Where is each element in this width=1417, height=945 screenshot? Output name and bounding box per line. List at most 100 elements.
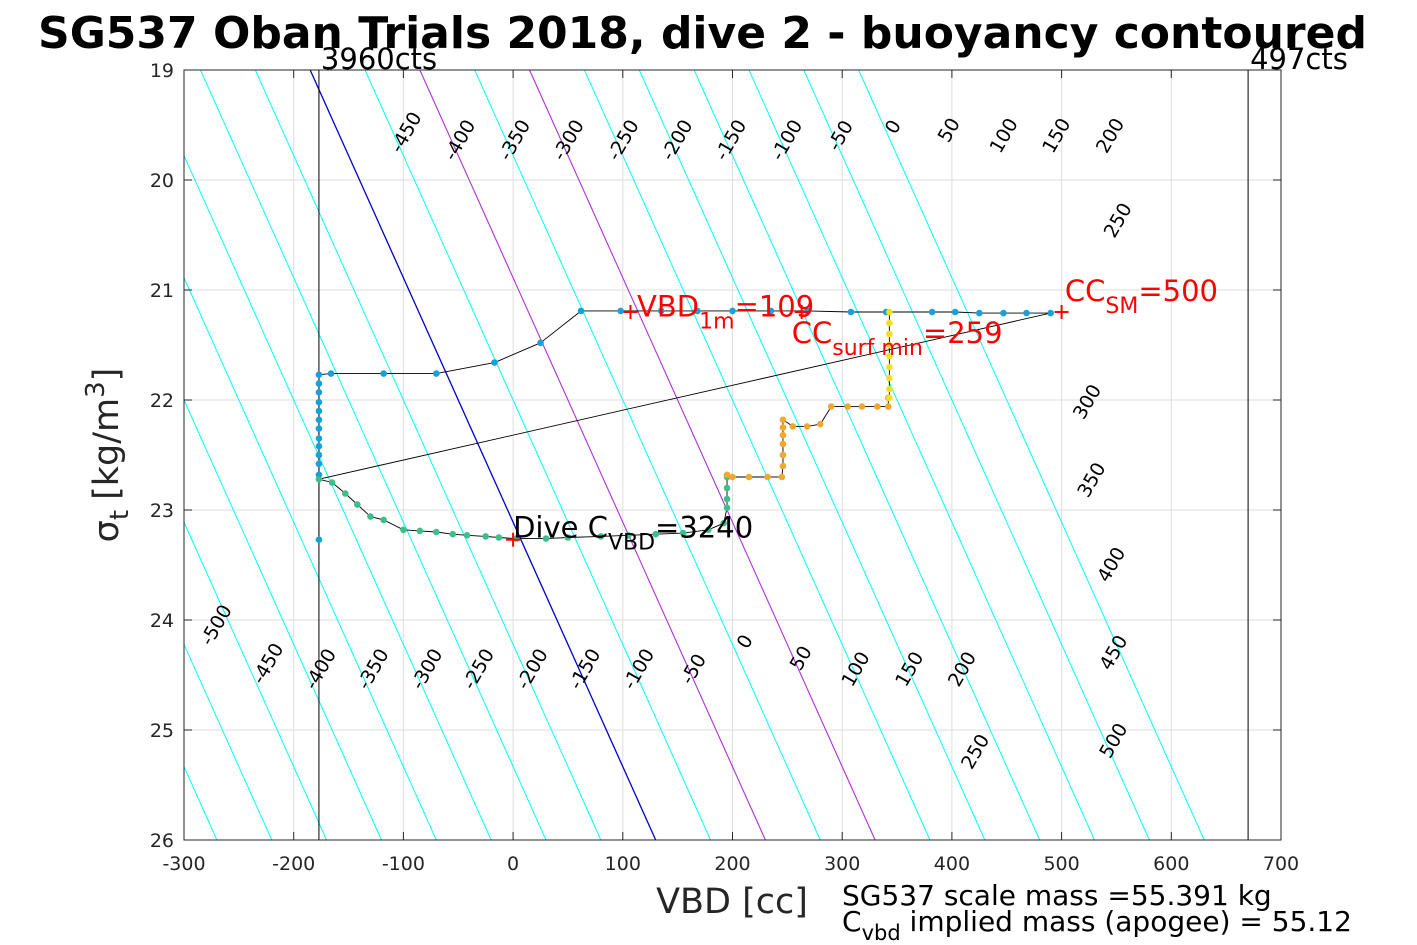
trajectory-segment bbox=[567, 535, 601, 538]
data-point bbox=[816, 420, 824, 428]
contour-line bbox=[199, 70, 547, 840]
contour-line bbox=[184, 398, 382, 840]
annotation-dive: Dive CVBD=3240 bbox=[513, 511, 753, 556]
trajectory-segment bbox=[683, 529, 709, 534]
data-point bbox=[858, 403, 866, 410]
data-point bbox=[315, 435, 323, 442]
data-point bbox=[315, 451, 323, 459]
data-point bbox=[886, 319, 893, 327]
data-point bbox=[367, 513, 374, 520]
data-point bbox=[767, 307, 775, 315]
contour-line bbox=[184, 521, 328, 840]
chart-title: SG537 Oban Trials 2018, dive 2 - buoyanc… bbox=[38, 8, 1367, 59]
data-point bbox=[720, 519, 728, 527]
data-point bbox=[886, 341, 893, 349]
data-point bbox=[679, 529, 687, 537]
y-axis-label-sup: 3 bbox=[81, 381, 111, 398]
annotation-main: CC bbox=[792, 316, 833, 350]
annotation-ccsurf: CCsurf min=259 bbox=[792, 316, 1003, 361]
annotation-sub: VBD bbox=[608, 531, 655, 556]
contour-line bbox=[693, 70, 1041, 840]
annotation-main: CC bbox=[1065, 274, 1106, 308]
data-point bbox=[886, 374, 893, 382]
data-point bbox=[482, 533, 489, 540]
data-point bbox=[789, 423, 797, 430]
data-point bbox=[617, 307, 624, 315]
annotation-value: =109 bbox=[735, 289, 815, 323]
data-point bbox=[416, 527, 424, 535]
data-point bbox=[315, 398, 323, 406]
data-point bbox=[577, 307, 585, 315]
data-point bbox=[315, 380, 323, 387]
y-tick-label: 24 bbox=[150, 610, 174, 632]
annotation-vbd1m: VBD1m=109 bbox=[637, 289, 814, 334]
trajectory-segment bbox=[600, 534, 629, 537]
data-point bbox=[779, 416, 787, 424]
annotation-sub: surf min bbox=[832, 336, 923, 361]
data-point bbox=[564, 534, 572, 541]
data-point bbox=[886, 308, 893, 316]
contour-line bbox=[638, 70, 986, 840]
data-point bbox=[803, 423, 811, 430]
data-point bbox=[951, 308, 959, 316]
data-point bbox=[491, 359, 498, 366]
data-point bbox=[315, 460, 323, 468]
data-point bbox=[928, 308, 936, 316]
contour-line bbox=[474, 70, 821, 840]
data-point bbox=[764, 473, 771, 481]
annotation-sub: SM bbox=[1105, 294, 1138, 319]
y-tick-label: 26 bbox=[150, 830, 174, 852]
annotation-value: =259 bbox=[923, 316, 1003, 350]
data-point bbox=[886, 363, 893, 371]
data-point bbox=[723, 484, 731, 492]
data-point bbox=[380, 370, 387, 377]
data-point bbox=[827, 403, 835, 410]
data-point bbox=[1000, 309, 1007, 317]
annotation-value: =3240 bbox=[655, 511, 753, 545]
data-point bbox=[886, 385, 893, 393]
data-point bbox=[729, 473, 736, 481]
annotation-main: Dive C bbox=[513, 511, 608, 545]
data-point bbox=[328, 479, 336, 486]
data-point bbox=[400, 526, 407, 534]
data-point bbox=[694, 307, 701, 315]
x-tick-label: 700 bbox=[1263, 853, 1299, 875]
contour-line bbox=[309, 70, 657, 840]
data-point bbox=[315, 425, 323, 432]
data-point bbox=[315, 442, 323, 450]
data-point bbox=[847, 308, 855, 316]
data-point bbox=[723, 495, 731, 503]
contour-line bbox=[184, 276, 437, 840]
data-point bbox=[433, 528, 440, 536]
y-tick-label: 20 bbox=[150, 170, 174, 192]
data-point bbox=[844, 403, 851, 410]
data-point bbox=[723, 471, 731, 479]
trajectory-segment bbox=[494, 342, 541, 364]
trajectory-segment bbox=[436, 362, 495, 375]
data-point bbox=[779, 451, 787, 459]
footer-c: C bbox=[842, 905, 862, 938]
data-point bbox=[886, 352, 893, 360]
data-point bbox=[315, 416, 323, 424]
data-point bbox=[886, 394, 893, 402]
red-markers bbox=[506, 305, 1069, 547]
data-point bbox=[745, 473, 753, 481]
data-point bbox=[884, 403, 892, 410]
x-tick-label: 300 bbox=[824, 853, 860, 875]
data-point bbox=[652, 530, 660, 538]
data-point bbox=[723, 504, 731, 512]
data-point bbox=[315, 475, 323, 483]
trajectory-segment bbox=[545, 537, 568, 540]
data-point bbox=[327, 370, 335, 377]
data-point bbox=[341, 490, 349, 497]
contour-line bbox=[858, 70, 1205, 840]
annotation-sub: 1m bbox=[699, 309, 734, 334]
footer-implied-text: implied mass (apogee) = 55.12 bbox=[901, 905, 1352, 938]
data-point bbox=[886, 330, 893, 338]
data-point bbox=[729, 307, 736, 315]
y-tick-label: 19 bbox=[150, 60, 174, 82]
annotation-main: VBD bbox=[637, 289, 699, 323]
x-tick-label: 200 bbox=[714, 853, 750, 875]
data-point bbox=[779, 431, 787, 439]
